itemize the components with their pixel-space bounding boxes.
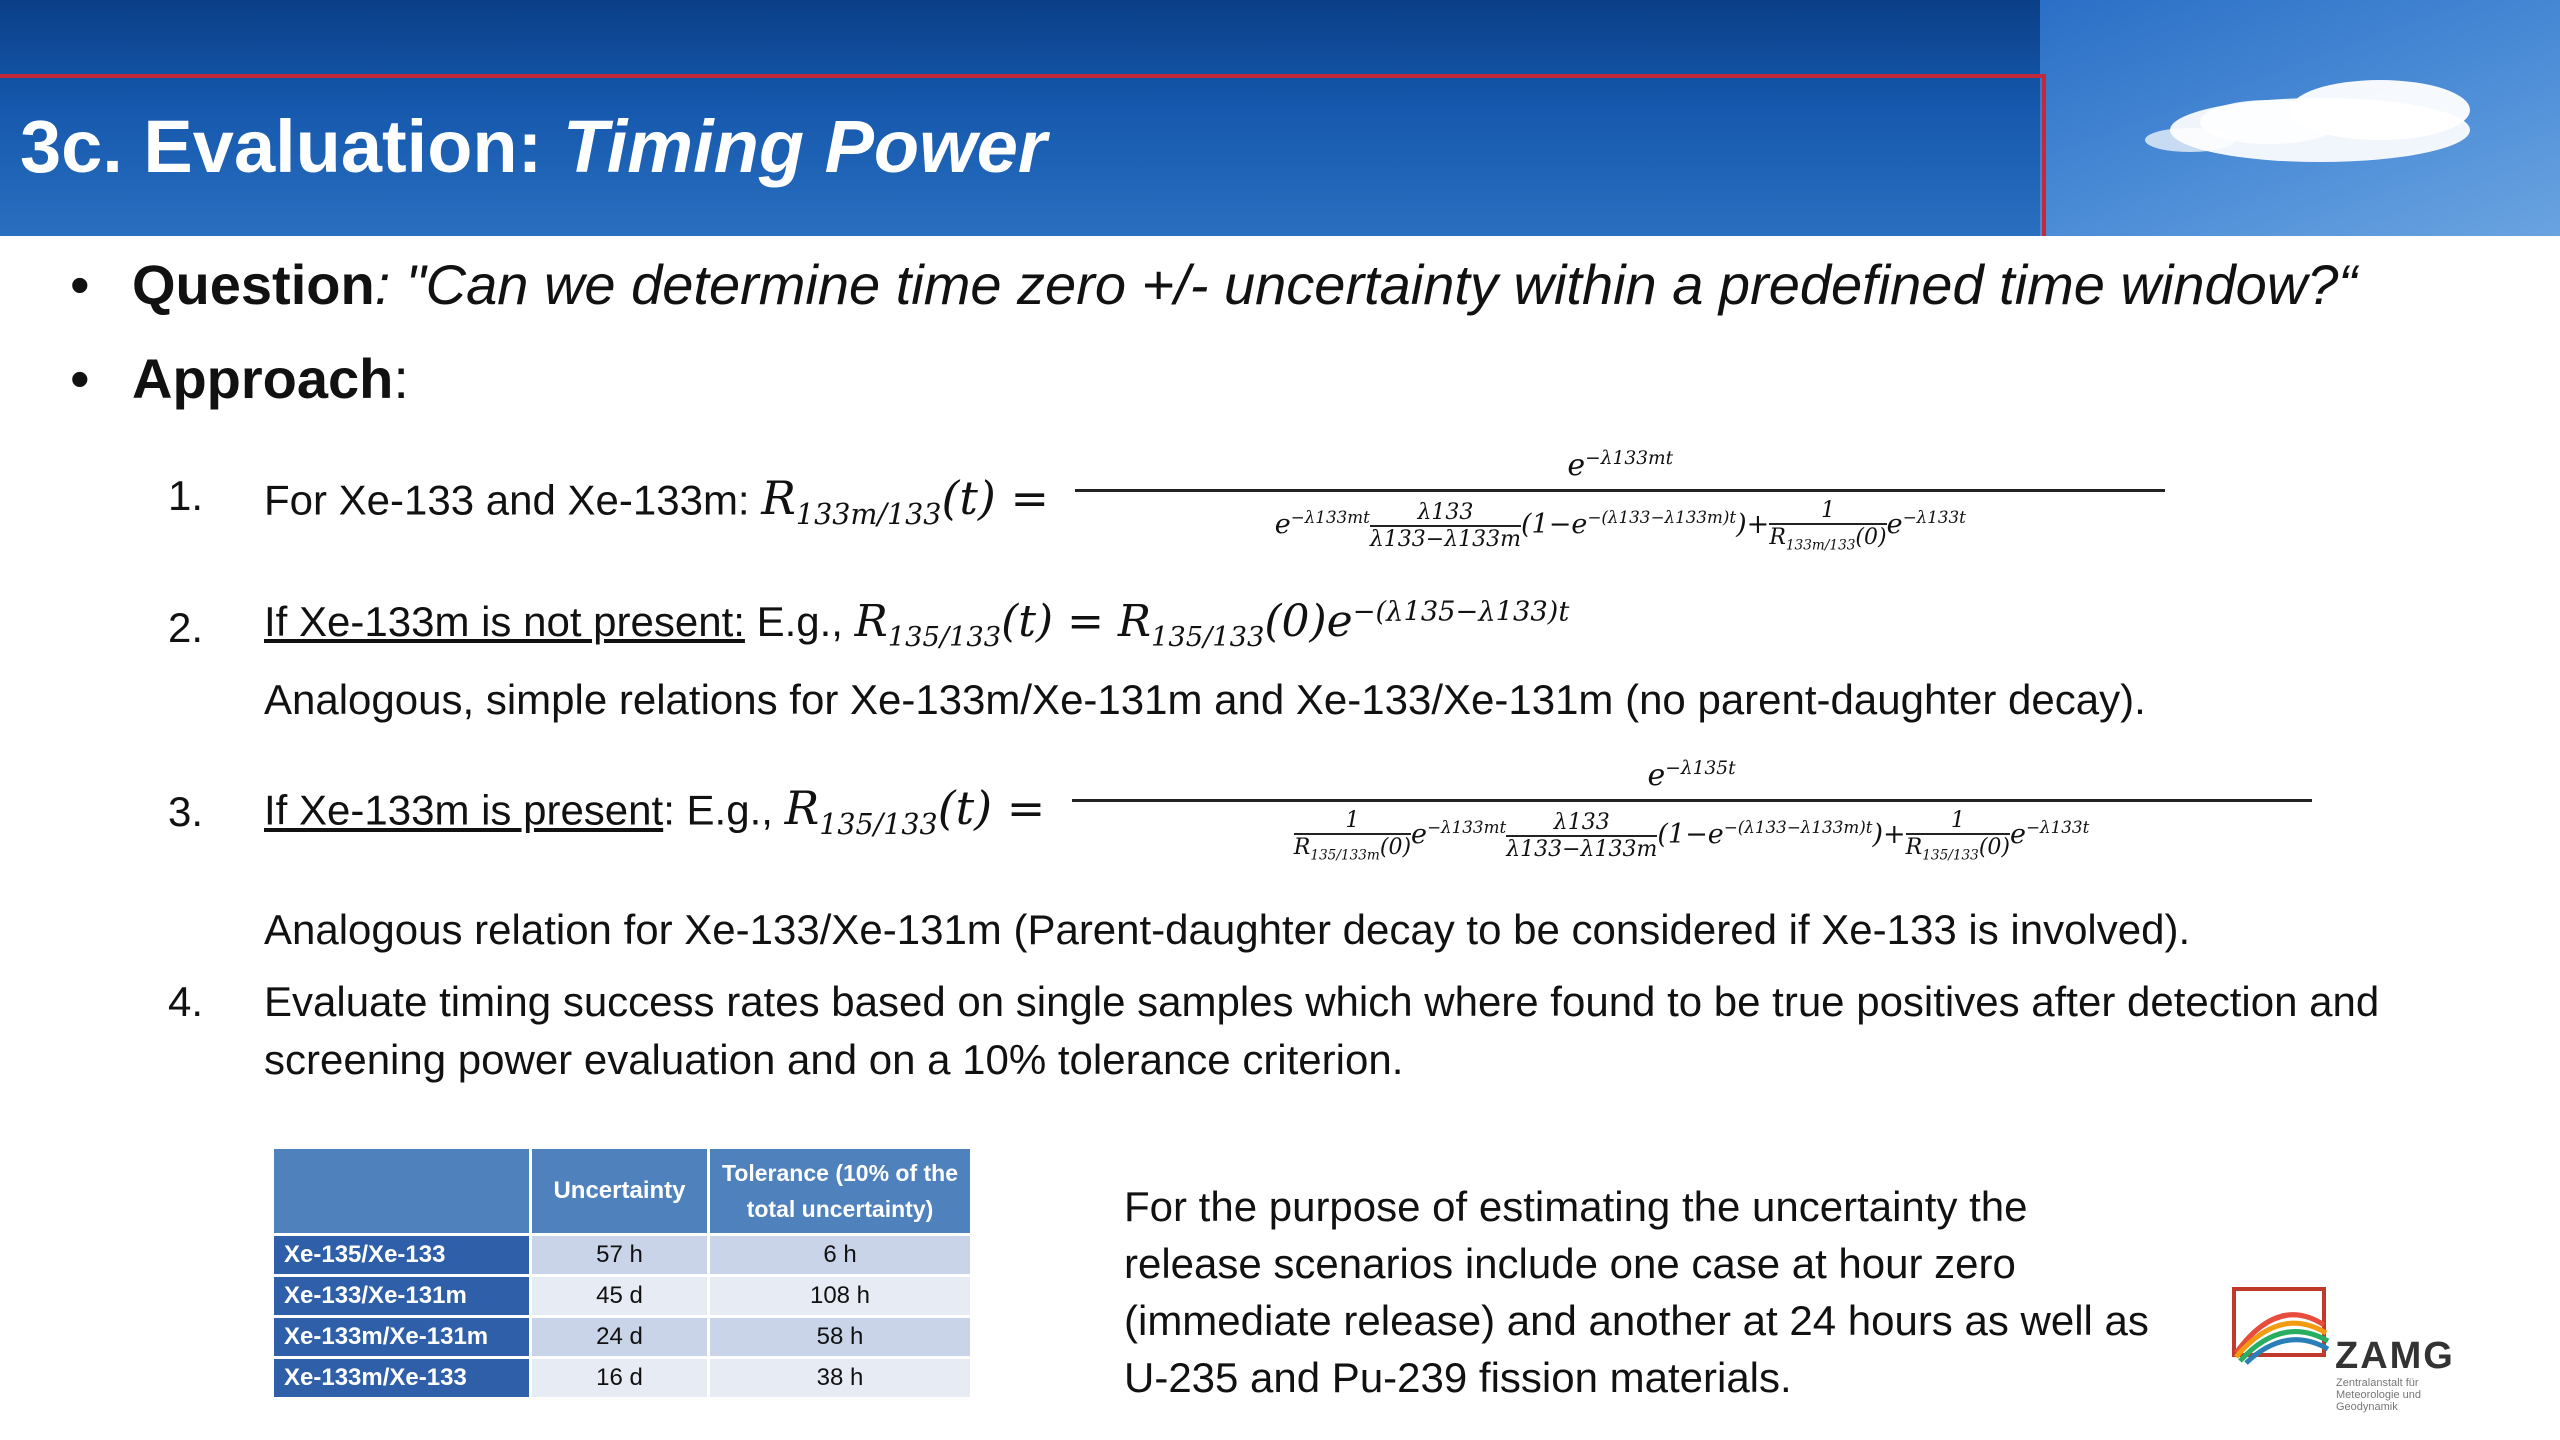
table-header-row: Uncertainty Tolerance (10% of the total … [274,1149,970,1233]
table-cell-tolerance: 58 h [710,1318,970,1356]
table-row: Xe-133m/Xe-131m 24 d 58 h [274,1318,970,1356]
table-cell-ratio: Xe-133m/Xe-133 [274,1359,529,1397]
table-header-uncertainty: Uncertainty [532,1149,707,1233]
table-cell-uncertainty: 24 d [532,1318,707,1356]
table-header-empty [274,1149,529,1233]
table-row: Xe-135/Xe-133 57 h 6 h [274,1236,970,1274]
bullet-question: • Question: "Can we determine time zero +… [70,253,2358,316]
slide-header: 3c. Evaluation: Timing Power [0,0,2560,236]
table-row: Xe-133/Xe-131m 45 d 108 h [274,1277,970,1315]
header-accent-divider [2042,74,2046,236]
slide-title: 3c. Evaluation: Timing Power [20,105,1047,188]
bullet-approach: • Approach: [70,347,409,410]
item-3-analogous: Analogous relation for Xe-133/Xe-131m (P… [264,906,2191,953]
cloud-icon [2145,80,2470,162]
table-cell-tolerance: 38 h [710,1359,970,1397]
table-cell-ratio: Xe-135/Xe-133 [274,1236,529,1274]
item-2-analogous: Analogous, simple relations for Xe-133m/… [264,676,2146,723]
item-1-number: 1. [168,472,204,519]
table-cell-ratio: Xe-133m/Xe-131m [274,1318,529,1356]
question-label: Question [132,253,375,316]
table-cell-uncertainty: 45 d [532,1277,707,1315]
question-text: : "Can we determine time zero +/- uncert… [374,253,2358,316]
item-2: If Xe-133m is not present: E.g., R135/13… [264,596,1570,653]
item-4-line-2: screening power evaluation and on a 10% … [264,1036,1404,1083]
item-1: For Xe-133 and Xe-133m: R133m/133(t) = e… [264,448,2166,553]
timing-table: Uncertainty Tolerance (10% of the total … [271,1146,973,1400]
table-cell-tolerance: 6 h [710,1236,970,1274]
table-header-tolerance: Tolerance (10% of the total uncertainty) [710,1149,970,1233]
table-cell-uncertainty: 16 d [532,1359,707,1397]
zamg-logo: ZAMG Zentralanstalt für Meteorologie und… [2230,1285,2490,1415]
table-row: Xe-133m/Xe-133 16 d 38 h [274,1359,970,1397]
table-cell-uncertainty: 57 h [532,1236,707,1274]
item-2-number: 2. [168,604,204,651]
item-3: If Xe-133m is present: E.g., R135/133(t)… [264,758,2312,863]
scenario-note: For the purpose of estimating the uncert… [1124,1183,2149,1401]
logo-subtitle: Zentralanstalt für Meteorologie und Geod… [2336,1377,2422,1413]
table-cell-tolerance: 108 h [710,1277,970,1315]
rainbow-logo-icon [2232,1287,2330,1365]
item-3-number: 3. [168,788,204,835]
header-accent-line [0,74,2046,78]
table-cell-ratio: Xe-133/Xe-131m [274,1277,529,1315]
approach-label: Approach [132,347,394,410]
item-4-number: 4. [168,978,204,1025]
item-4-line-1: Evaluate timing success rates based on s… [264,978,2380,1025]
logo-name: ZAMG [2335,1335,2455,1377]
